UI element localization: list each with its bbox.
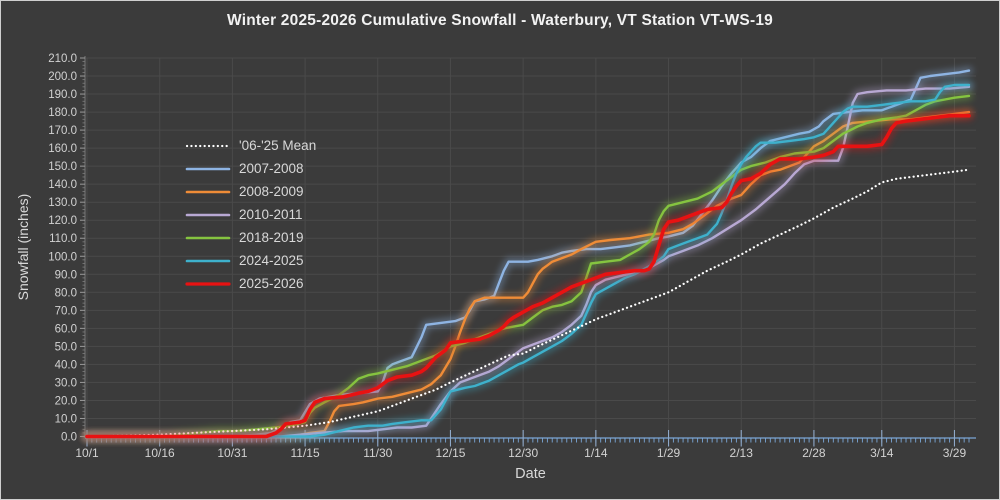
- x-tick-label: 12/15: [435, 446, 465, 460]
- legend-label-2018-2019: 2018-2019: [239, 230, 304, 245]
- series-line-06-25-mean: [85, 168, 971, 438]
- legend-item-2024-2025: 2024-2025: [185, 249, 316, 272]
- y-tick-label: 80.0: [55, 287, 77, 299]
- legend-label-2025-2026: 2025-2026: [239, 276, 304, 291]
- chart-title: Winter 2025-2026 Cumulative Snowfall - W…: [227, 12, 773, 29]
- x-tick-label: 2/28: [802, 446, 826, 460]
- series-line-2018-2019: [85, 94, 971, 438]
- y-tick-label: 70.0: [55, 305, 77, 317]
- series-line-2025-2026: [85, 113, 971, 439]
- legend-label-2008-2009: 2008-2009: [239, 184, 304, 199]
- series-line-2008-2009: [85, 110, 971, 438]
- x-tick-label: 3/29: [943, 446, 967, 460]
- x-tick-label: 12/30: [508, 446, 538, 460]
- y-tick-label: 130.0: [48, 197, 77, 209]
- x-tick-label: 2/13: [730, 446, 754, 460]
- series-line-2024-2025: [85, 83, 971, 438]
- legend-swatch-06-25-mean: [185, 144, 231, 147]
- y-tick-label: 140.0: [48, 179, 77, 191]
- legend-swatch-2010-2011: [185, 213, 231, 216]
- y-tick-label: 10.0: [55, 413, 77, 425]
- x-tick-label: 3/14: [870, 446, 894, 460]
- y-tick-label: 40.0: [55, 359, 77, 371]
- legend-swatch-2008-2009: [185, 190, 231, 193]
- y-tick-label: 110.0: [49, 233, 77, 245]
- legend-item-2018-2019: 2018-2019: [185, 226, 316, 249]
- x-tick-label: 1/14: [584, 446, 608, 460]
- legend-label-2007-2008: 2007-2008: [239, 161, 304, 176]
- legend-item-2010-2011: 2010-2011: [185, 203, 316, 226]
- x-tick-label: 10/16: [145, 446, 175, 460]
- y-tick-label: 160.0: [48, 143, 77, 155]
- y-tick-label: 170.0: [48, 125, 77, 137]
- x-tick-label: 11/30: [363, 446, 392, 460]
- legend-swatch-2007-2008: [185, 167, 231, 170]
- x-tick-label: 11/15: [291, 446, 320, 460]
- legend: '06-'25 Mean 2007-2008 2008-2009 2010-2011 2…: [185, 134, 316, 295]
- legend-swatch-2025-2026: [185, 281, 231, 286]
- y-tick-label: 180.0: [48, 107, 77, 119]
- y-tick-label: 30.0: [55, 377, 77, 389]
- legend-item-2008-2009: 2008-2009: [185, 180, 316, 203]
- x-tick-label: 10/1: [75, 446, 99, 460]
- legend-swatch-2018-2019: [185, 236, 231, 239]
- y-tick-label: 100.0: [48, 251, 77, 263]
- y-tick-label: 210.0: [48, 53, 77, 65]
- y-tick-label: 150.0: [48, 161, 77, 173]
- x-tick-label: 1/29: [657, 446, 681, 460]
- legend-label-2010-2011: 2010-2011: [239, 207, 303, 222]
- x-axis-title: Date: [515, 466, 546, 482]
- y-tick-label: 60.0: [55, 323, 77, 335]
- y-tick-label: 0.0: [61, 432, 77, 444]
- legend-item-2007-2008: 2007-2008: [185, 157, 316, 180]
- legend-label-06-25-mean: '06-'25 Mean: [239, 138, 317, 153]
- x-tick-label: 10/31: [217, 446, 247, 460]
- legend-label-2024-2025: 2024-2025: [239, 253, 304, 268]
- y-tick-label: 120.0: [48, 215, 77, 227]
- y-tick-label: 50.0: [55, 341, 77, 353]
- y-tick-label: 20.0: [55, 395, 77, 407]
- y-tick-label: 90.0: [55, 269, 77, 281]
- y-tick-label: 200.0: [48, 71, 77, 83]
- y-tick-label: 190.0: [48, 89, 77, 101]
- legend-item-2025-2026: 2025-2026: [185, 272, 316, 295]
- legend-item-06-25-mean: '06-'25 Mean: [185, 134, 316, 157]
- legend-swatch-2024-2025: [185, 259, 231, 262]
